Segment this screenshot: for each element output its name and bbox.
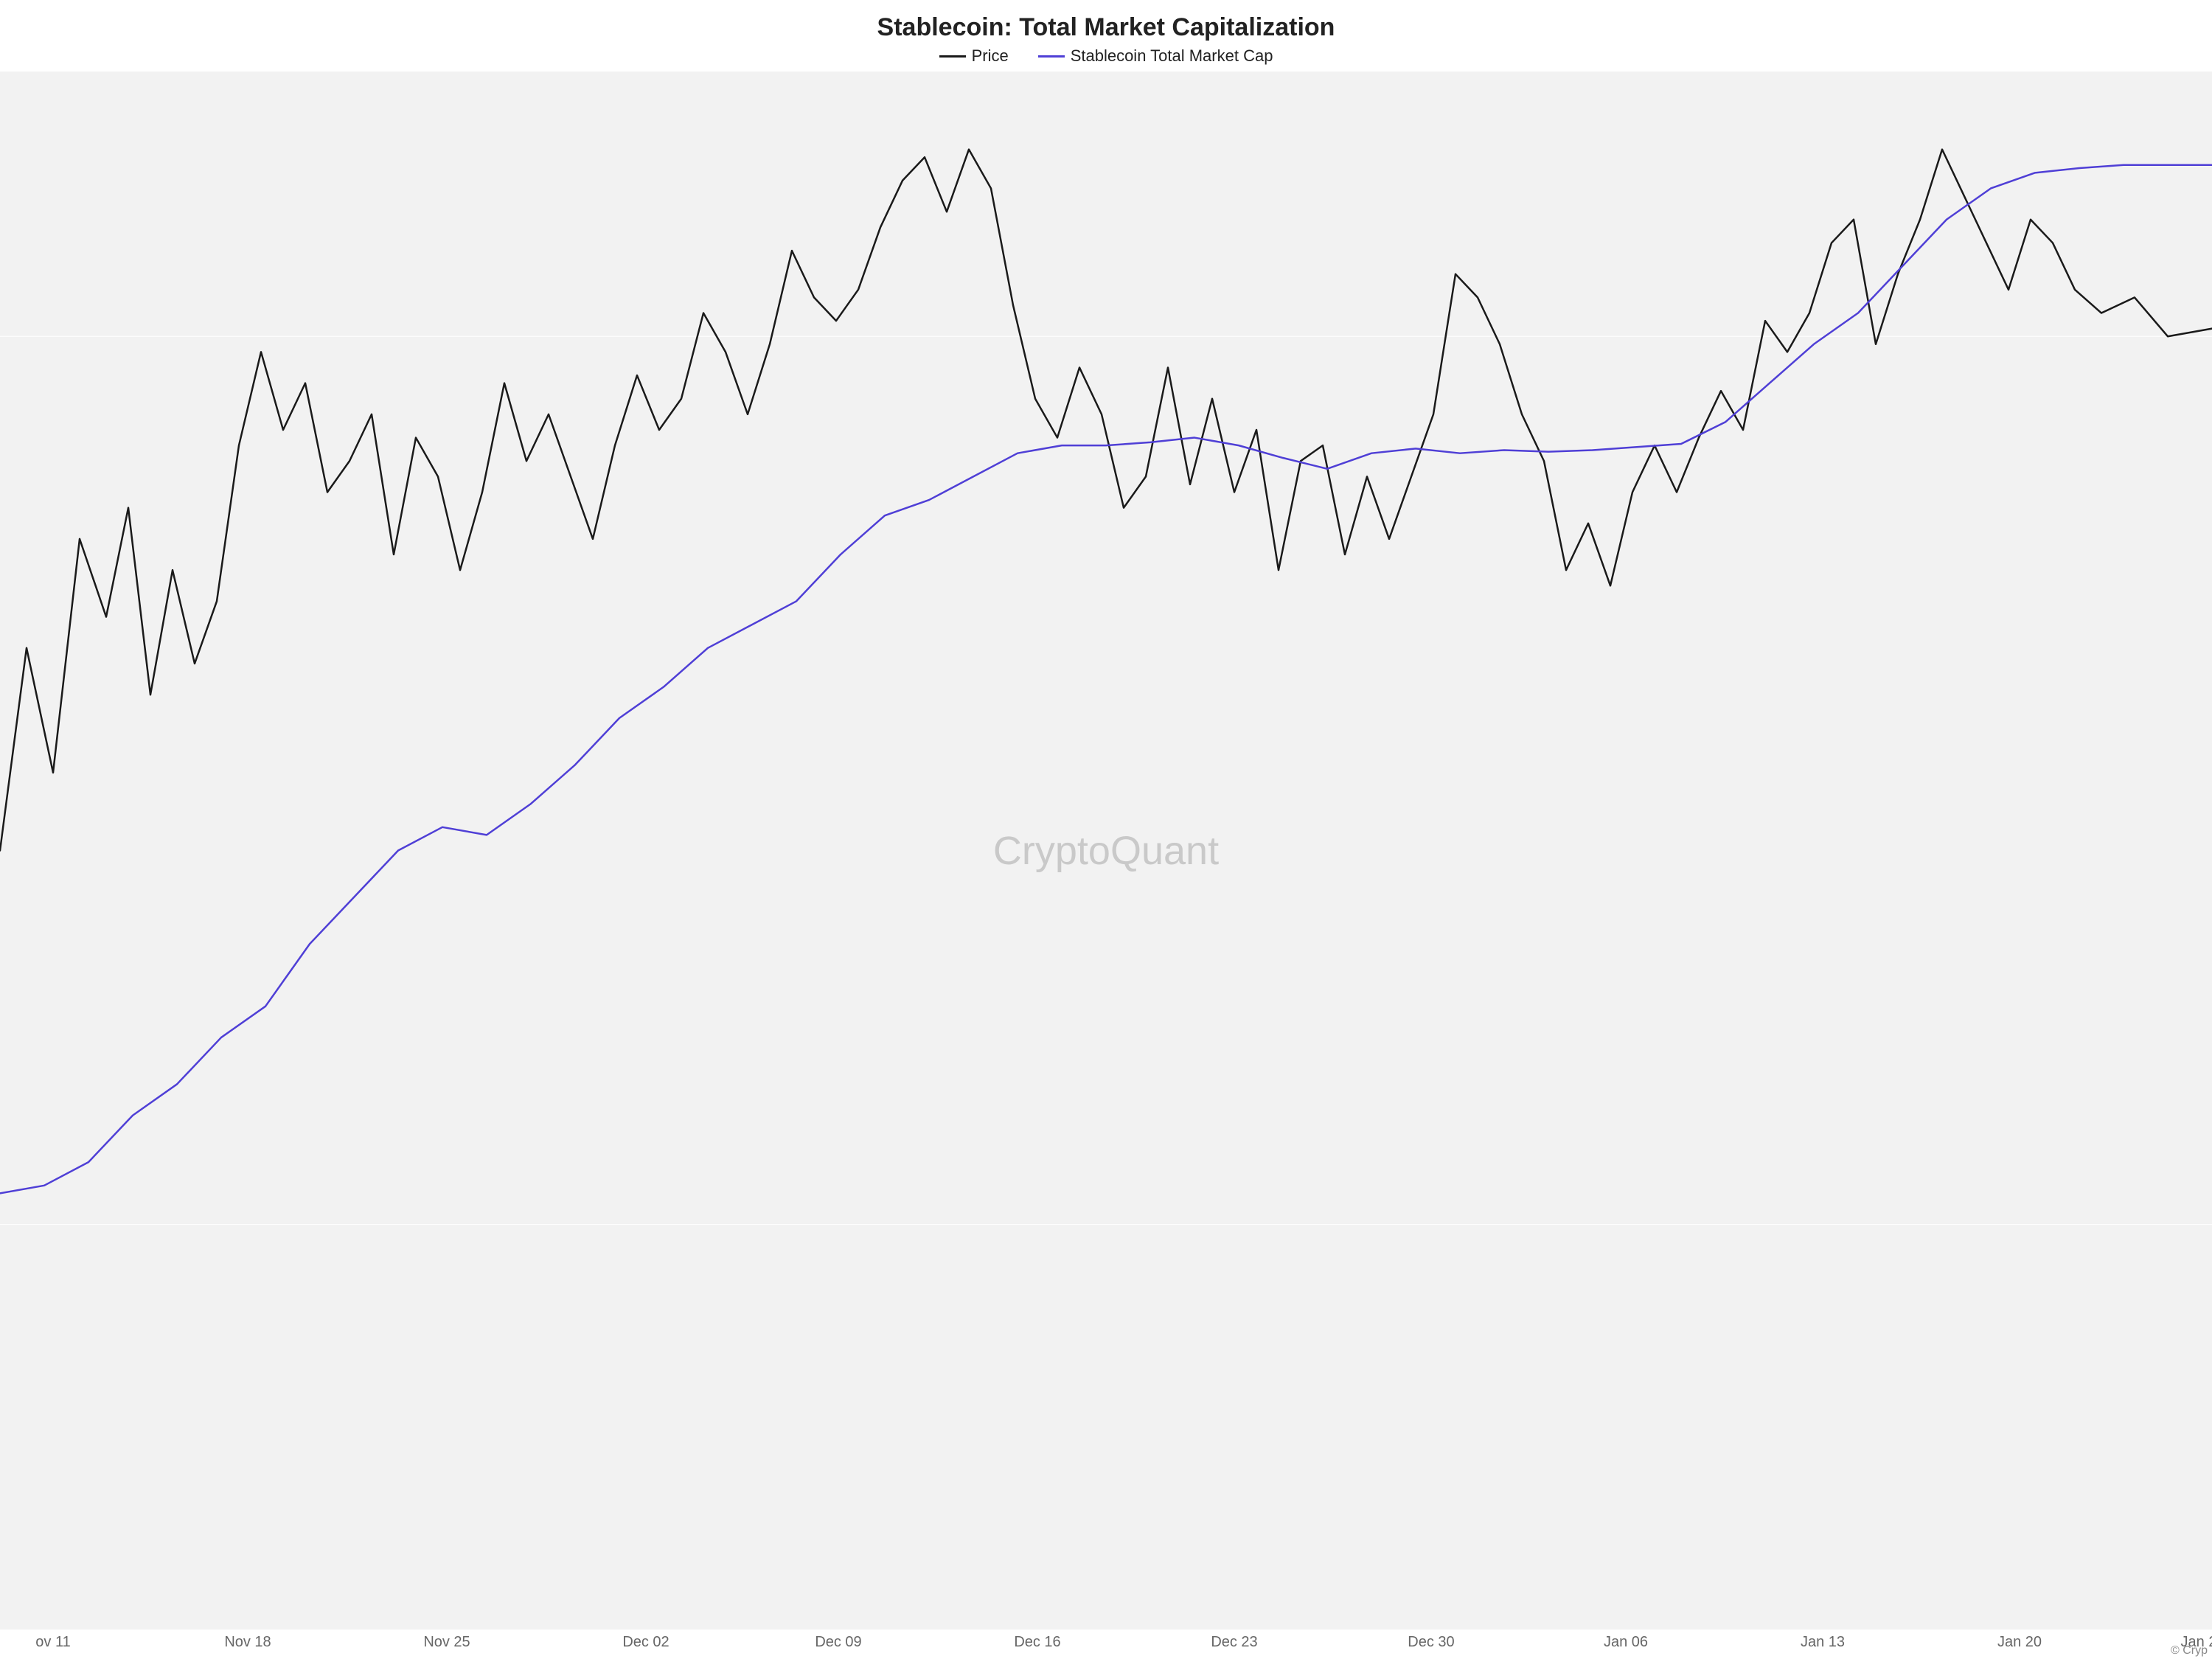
legend: Price Stablecoin Total Market Cap <box>0 46 2212 66</box>
x-axis-label: Dec 09 <box>815 1634 861 1651</box>
chart-header: Stablecoin: Total Market Capitalization … <box>0 0 2212 66</box>
x-axis-label: Dec 16 <box>1014 1634 1060 1651</box>
x-axis-label: Jan 06 <box>1604 1634 1648 1651</box>
legend-swatch <box>1038 55 1065 58</box>
x-axis-label: Dec 23 <box>1211 1634 1257 1651</box>
x-axis-labels: ov 11 Nov 18 Nov 25 Dec 02 Dec 09 Dec 16 Dec 2… <box>0 1630 2212 1659</box>
x-axis-label: Dec 02 <box>622 1634 669 1651</box>
chart-container: Stablecoin: Total Market Capitalization … <box>0 0 2212 1659</box>
x-axis-label: Nov 18 <box>224 1634 271 1651</box>
credit-text: © Cryp <box>2171 1644 2208 1658</box>
legend-label: Stablecoin Total Market Cap <box>1071 46 1273 66</box>
series-line <box>0 165 2212 1194</box>
legend-label: Price <box>972 46 1009 66</box>
x-axis-label: Jan 20 <box>1997 1634 2042 1651</box>
series-layer <box>0 72 2212 1630</box>
x-axis-label: Jan 13 <box>1801 1634 1845 1651</box>
legend-item[interactable]: Price <box>939 46 1009 66</box>
x-axis-label: ov 11 <box>35 1634 70 1651</box>
series-line <box>0 150 2212 851</box>
legend-item[interactable]: Stablecoin Total Market Cap <box>1038 46 1273 66</box>
x-axis-label: Dec 30 <box>1408 1634 1454 1651</box>
chart-title: Stablecoin: Total Market Capitalization <box>0 13 2212 42</box>
plot-area[interactable]: CryptoQuant <box>0 72 2212 1630</box>
legend-swatch <box>939 55 966 58</box>
x-axis-label: Nov 25 <box>423 1634 470 1651</box>
